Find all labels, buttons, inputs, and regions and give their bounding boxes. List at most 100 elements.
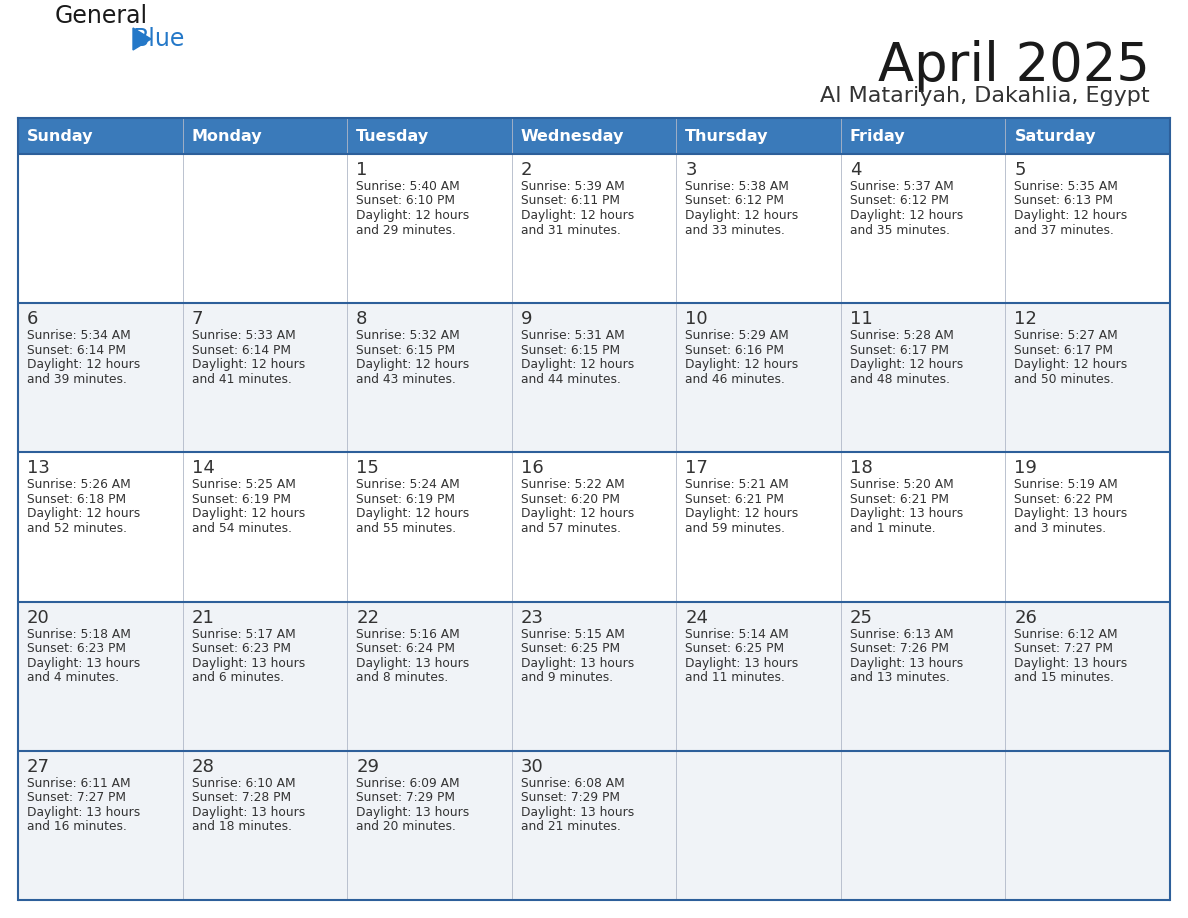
Text: Sunrise: 5:18 AM: Sunrise: 5:18 AM (27, 628, 131, 641)
Text: and 41 minutes.: and 41 minutes. (191, 373, 291, 386)
Text: Sunset: 7:29 PM: Sunset: 7:29 PM (356, 791, 455, 804)
Text: Daylight: 12 hours: Daylight: 12 hours (520, 508, 634, 521)
Text: Sunset: 7:26 PM: Sunset: 7:26 PM (849, 642, 949, 655)
Text: Sunrise: 5:14 AM: Sunrise: 5:14 AM (685, 628, 789, 641)
Text: Daylight: 13 hours: Daylight: 13 hours (520, 806, 634, 819)
Text: Sunset: 6:24 PM: Sunset: 6:24 PM (356, 642, 455, 655)
Text: Sunrise: 6:11 AM: Sunrise: 6:11 AM (27, 777, 131, 789)
Text: April 2025: April 2025 (878, 40, 1150, 92)
Text: 16: 16 (520, 459, 543, 477)
Text: 29: 29 (356, 757, 379, 776)
Text: Sunrise: 6:13 AM: Sunrise: 6:13 AM (849, 628, 954, 641)
Text: Wednesday: Wednesday (520, 129, 624, 143)
Text: 20: 20 (27, 609, 50, 627)
Text: Sunrise: 5:21 AM: Sunrise: 5:21 AM (685, 478, 789, 491)
Text: Sunset: 6:23 PM: Sunset: 6:23 PM (191, 642, 291, 655)
Text: Sunrise: 5:32 AM: Sunrise: 5:32 AM (356, 330, 460, 342)
Text: Sunset: 6:23 PM: Sunset: 6:23 PM (27, 642, 126, 655)
Text: Blue: Blue (133, 27, 185, 51)
Text: and 39 minutes.: and 39 minutes. (27, 373, 127, 386)
Text: 24: 24 (685, 609, 708, 627)
Text: Sunrise: 5:15 AM: Sunrise: 5:15 AM (520, 628, 625, 641)
Text: and 31 minutes.: and 31 minutes. (520, 223, 620, 237)
Text: Sunrise: 5:16 AM: Sunrise: 5:16 AM (356, 628, 460, 641)
Text: Sunrise: 5:37 AM: Sunrise: 5:37 AM (849, 180, 954, 193)
Text: Sunrise: 5:33 AM: Sunrise: 5:33 AM (191, 330, 296, 342)
Text: Daylight: 12 hours: Daylight: 12 hours (191, 358, 305, 371)
Text: 23: 23 (520, 609, 544, 627)
Text: Daylight: 13 hours: Daylight: 13 hours (356, 656, 469, 669)
Text: 3: 3 (685, 161, 697, 179)
Text: Daylight: 13 hours: Daylight: 13 hours (520, 656, 634, 669)
Text: and 43 minutes.: and 43 minutes. (356, 373, 456, 386)
Text: Daylight: 13 hours: Daylight: 13 hours (685, 656, 798, 669)
Text: and 21 minutes.: and 21 minutes. (520, 821, 620, 834)
Text: Sunset: 7:29 PM: Sunset: 7:29 PM (520, 791, 620, 804)
Text: Daylight: 12 hours: Daylight: 12 hours (520, 209, 634, 222)
Text: Sunset: 6:14 PM: Sunset: 6:14 PM (27, 343, 126, 357)
Text: 10: 10 (685, 310, 708, 329)
Text: Al Matariyah, Dakahlia, Egypt: Al Matariyah, Dakahlia, Egypt (821, 86, 1150, 106)
Text: 14: 14 (191, 459, 215, 477)
Text: Sunrise: 5:31 AM: Sunrise: 5:31 AM (520, 330, 625, 342)
Bar (18, 453, 1170, 601)
Text: Daylight: 12 hours: Daylight: 12 hours (520, 358, 634, 371)
Text: Daylight: 12 hours: Daylight: 12 hours (191, 508, 305, 521)
Text: Sunrise: 5:39 AM: Sunrise: 5:39 AM (520, 180, 625, 193)
Text: and 54 minutes.: and 54 minutes. (191, 522, 291, 535)
Text: and 59 minutes.: and 59 minutes. (685, 522, 785, 535)
Text: 19: 19 (1015, 459, 1037, 477)
Text: Daylight: 12 hours: Daylight: 12 hours (849, 358, 963, 371)
Text: 18: 18 (849, 459, 873, 477)
Text: Sunrise: 5:28 AM: Sunrise: 5:28 AM (849, 330, 954, 342)
Text: Sunrise: 5:38 AM: Sunrise: 5:38 AM (685, 180, 789, 193)
Text: Thursday: Thursday (685, 129, 769, 143)
Text: Daylight: 13 hours: Daylight: 13 hours (191, 806, 305, 819)
Text: 7: 7 (191, 310, 203, 329)
Text: Daylight: 12 hours: Daylight: 12 hours (27, 508, 140, 521)
Text: Sunset: 7:27 PM: Sunset: 7:27 PM (1015, 642, 1113, 655)
Text: Sunset: 6:21 PM: Sunset: 6:21 PM (849, 493, 949, 506)
Text: Sunset: 6:12 PM: Sunset: 6:12 PM (685, 195, 784, 207)
Text: and 15 minutes.: and 15 minutes. (1015, 671, 1114, 684)
Text: Sunset: 6:21 PM: Sunset: 6:21 PM (685, 493, 784, 506)
Text: Daylight: 13 hours: Daylight: 13 hours (356, 806, 469, 819)
Text: and 9 minutes.: and 9 minutes. (520, 671, 613, 684)
Text: Sunrise: 5:35 AM: Sunrise: 5:35 AM (1015, 180, 1118, 193)
Bar (18, 601, 1170, 751)
Text: Sunset: 6:18 PM: Sunset: 6:18 PM (27, 493, 126, 506)
Text: Sunset: 6:15 PM: Sunset: 6:15 PM (520, 343, 620, 357)
Text: Daylight: 12 hours: Daylight: 12 hours (685, 358, 798, 371)
Text: Daylight: 12 hours: Daylight: 12 hours (685, 508, 798, 521)
Text: Sunset: 6:10 PM: Sunset: 6:10 PM (356, 195, 455, 207)
Text: Daylight: 13 hours: Daylight: 13 hours (191, 656, 305, 669)
Text: Sunset: 6:16 PM: Sunset: 6:16 PM (685, 343, 784, 357)
Text: Sunrise: 5:34 AM: Sunrise: 5:34 AM (27, 330, 131, 342)
Text: Daylight: 12 hours: Daylight: 12 hours (1015, 358, 1127, 371)
Text: Sunset: 6:11 PM: Sunset: 6:11 PM (520, 195, 620, 207)
Text: Sunrise: 5:26 AM: Sunrise: 5:26 AM (27, 478, 131, 491)
Text: 2: 2 (520, 161, 532, 179)
Bar (18, 751, 1170, 900)
Text: Sunrise: 6:12 AM: Sunrise: 6:12 AM (1015, 628, 1118, 641)
Text: Sunrise: 5:20 AM: Sunrise: 5:20 AM (849, 478, 954, 491)
Text: Tuesday: Tuesday (356, 129, 429, 143)
Text: and 8 minutes.: and 8 minutes. (356, 671, 448, 684)
Text: Sunset: 6:14 PM: Sunset: 6:14 PM (191, 343, 291, 357)
Text: Daylight: 12 hours: Daylight: 12 hours (27, 358, 140, 371)
Text: and 52 minutes.: and 52 minutes. (27, 522, 127, 535)
Text: Sunset: 6:13 PM: Sunset: 6:13 PM (1015, 195, 1113, 207)
Text: and 29 minutes.: and 29 minutes. (356, 223, 456, 237)
Text: Sunset: 6:17 PM: Sunset: 6:17 PM (1015, 343, 1113, 357)
Text: and 46 minutes.: and 46 minutes. (685, 373, 785, 386)
Text: Daylight: 13 hours: Daylight: 13 hours (1015, 656, 1127, 669)
Text: and 57 minutes.: and 57 minutes. (520, 522, 620, 535)
Text: Sunset: 6:25 PM: Sunset: 6:25 PM (685, 642, 784, 655)
Bar (18, 118, 1170, 154)
Text: 17: 17 (685, 459, 708, 477)
Text: and 11 minutes.: and 11 minutes. (685, 671, 785, 684)
Text: Sunrise: 5:40 AM: Sunrise: 5:40 AM (356, 180, 460, 193)
Text: Friday: Friday (849, 129, 905, 143)
Text: Sunset: 6:15 PM: Sunset: 6:15 PM (356, 343, 455, 357)
Text: Sunset: 6:22 PM: Sunset: 6:22 PM (1015, 493, 1113, 506)
